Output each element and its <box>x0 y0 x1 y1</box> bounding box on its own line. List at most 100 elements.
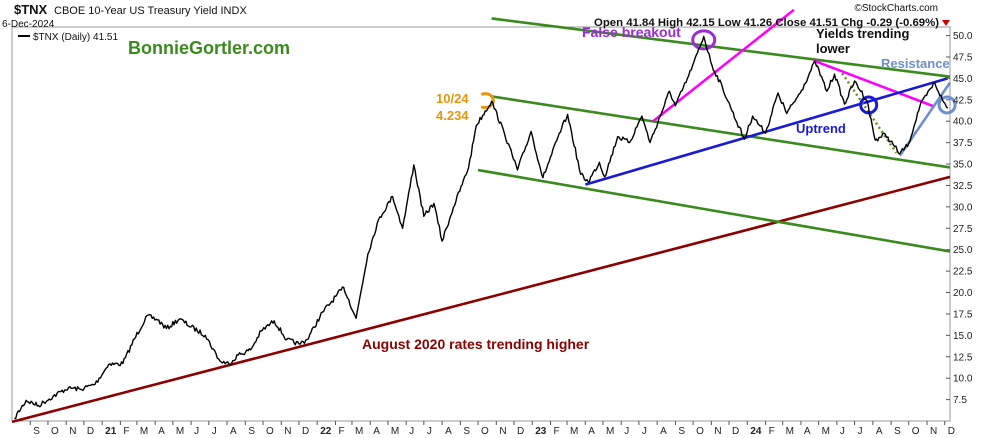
y-tick-label: 45.0 <box>953 74 973 85</box>
x-tick-label: D <box>732 426 739 437</box>
trendline-middle-channel <box>491 95 951 169</box>
x-tick-label: J <box>642 426 647 437</box>
attribution: ©StockCharts.com <box>854 3 938 14</box>
x-tick-label: J <box>409 426 414 437</box>
x-tick-label: S <box>248 426 255 437</box>
x-tick-label: S <box>33 426 40 437</box>
x-tick-label: D <box>517 426 524 437</box>
y-tick-label: 37.5 <box>953 138 973 149</box>
x-tick-label: A <box>804 426 811 437</box>
x-tick-label: D <box>302 426 309 437</box>
chart-date: 6-Dec-2024 <box>2 19 55 30</box>
down-triangle-icon <box>942 20 950 26</box>
y-tick-label: 30.0 <box>953 202 973 213</box>
long-term-trend-label: August 2020 rates trending higher <box>362 336 590 352</box>
x-tick-label: J <box>840 426 845 437</box>
x-tick-label: O <box>481 426 489 437</box>
high-date-label: 10/24 <box>436 91 469 106</box>
x-tick-label: M <box>786 426 794 437</box>
october-high-circle <box>480 92 495 110</box>
trendline-long-term-support <box>11 175 951 424</box>
watermark: BonnieGortler.com <box>128 38 290 58</box>
x-tick-label: F <box>338 426 344 437</box>
ohlc-readout: Open 41.84 High 42.15 Low 41.26 Close 41… <box>594 17 939 29</box>
trendline-upper-channel-top <box>491 17 951 78</box>
x-tick-label: A <box>230 426 237 437</box>
false-breakout-circle <box>691 29 717 51</box>
y-tick-label: 27.5 <box>953 224 973 235</box>
y-tick-label: 22.5 <box>953 267 973 278</box>
x-tick-label: F <box>554 426 560 437</box>
x-axis: S O N D 21 F M A M J J A S O N D 22 F M A M J J A S O N D 23 F M A M J J A S… <box>29 421 955 437</box>
x-tick-label: O <box>51 426 59 437</box>
x-tick-label: S <box>678 426 685 437</box>
x-tick-label: J <box>427 426 432 437</box>
x-tick-label: F <box>769 426 775 437</box>
y-tick-label: 17.5 <box>953 309 973 320</box>
legend-label: $TNX (Daily) 41.51 <box>33 32 118 43</box>
y-tick-label: 20.0 <box>953 288 973 299</box>
x-tick-label: O <box>696 426 704 437</box>
trendline-olive-dotted <box>841 72 898 154</box>
high-value-label: 4.234 <box>436 108 469 123</box>
y-tick-label: 25.0 <box>953 245 973 256</box>
x-tick-label: M <box>570 426 578 437</box>
false-breakout-label: False breakout <box>582 24 681 40</box>
price-series-line <box>14 35 949 420</box>
x-tick-label: D <box>87 426 94 437</box>
x-tick-label: O <box>912 426 920 437</box>
plot-frame <box>11 26 951 422</box>
trendline-layer <box>11 8 952 424</box>
x-tick-label: M <box>355 426 363 437</box>
x-tick-label: J <box>858 426 863 437</box>
x-tick-label: 22 <box>320 426 332 437</box>
y-tick-label: 7.5 <box>953 395 967 406</box>
marker-layer <box>480 29 957 115</box>
x-tick-label: N <box>69 426 76 437</box>
x-tick-label: O <box>266 426 274 437</box>
y-tick-label: 47.5 <box>953 52 973 63</box>
x-tick-label: 21 <box>105 426 117 437</box>
uptrend-label: Uptrend <box>796 121 846 136</box>
symbol-description: CBOE 10-Year US Treasury Yield INDX <box>54 5 247 17</box>
x-tick-label: A <box>373 426 380 437</box>
x-tick-label: M <box>140 426 148 437</box>
x-tick-label: A <box>588 426 595 437</box>
y-axis: 7.5 10.0 12.5 15.0 17.5 20.0 22.5 25.0 27.5 30.0 3… <box>946 31 973 406</box>
x-tick-label: N <box>714 426 721 437</box>
x-tick-label: A <box>660 426 667 437</box>
x-tick-label: A <box>158 426 165 437</box>
trendline-magenta-short <box>812 59 936 108</box>
x-tick-label: N <box>930 426 937 437</box>
x-tick-label: N <box>499 426 506 437</box>
x-tick-label: S <box>894 426 901 437</box>
symbol-label: $TNX <box>14 2 48 17</box>
yields-trending-label-1: Yields trending <box>816 26 909 41</box>
y-tick-label: 42.5 <box>953 95 973 106</box>
resistance-label: Resistance <box>881 56 950 71</box>
x-tick-label: 23 <box>535 426 547 437</box>
x-tick-label: M <box>391 426 399 437</box>
y-tick-label: 10.0 <box>953 374 973 385</box>
x-tick-label: J <box>212 426 217 437</box>
x-tick-label: N <box>284 426 291 437</box>
x-tick-label: A <box>445 426 452 437</box>
x-tick-label: J <box>194 426 199 437</box>
x-tick-label: 24 <box>750 426 762 437</box>
x-tick-label: J <box>624 426 629 437</box>
current-circle <box>937 95 957 115</box>
trendline-lower-channel <box>477 168 951 253</box>
x-tick-label: M <box>176 426 184 437</box>
y-tick-label: 40.0 <box>953 117 973 128</box>
x-tick-label: S <box>463 426 470 437</box>
y-tick-label: 32.5 <box>953 181 973 192</box>
y-tick-label: 50.0 <box>953 31 973 42</box>
x-tick-label: A <box>876 426 883 437</box>
x-tick-label: M <box>606 426 614 437</box>
x-tick-label: M <box>822 426 830 437</box>
y-tick-label: 12.5 <box>953 352 973 363</box>
y-tick-label: 35.0 <box>953 160 973 171</box>
x-tick-label: D <box>948 426 955 437</box>
